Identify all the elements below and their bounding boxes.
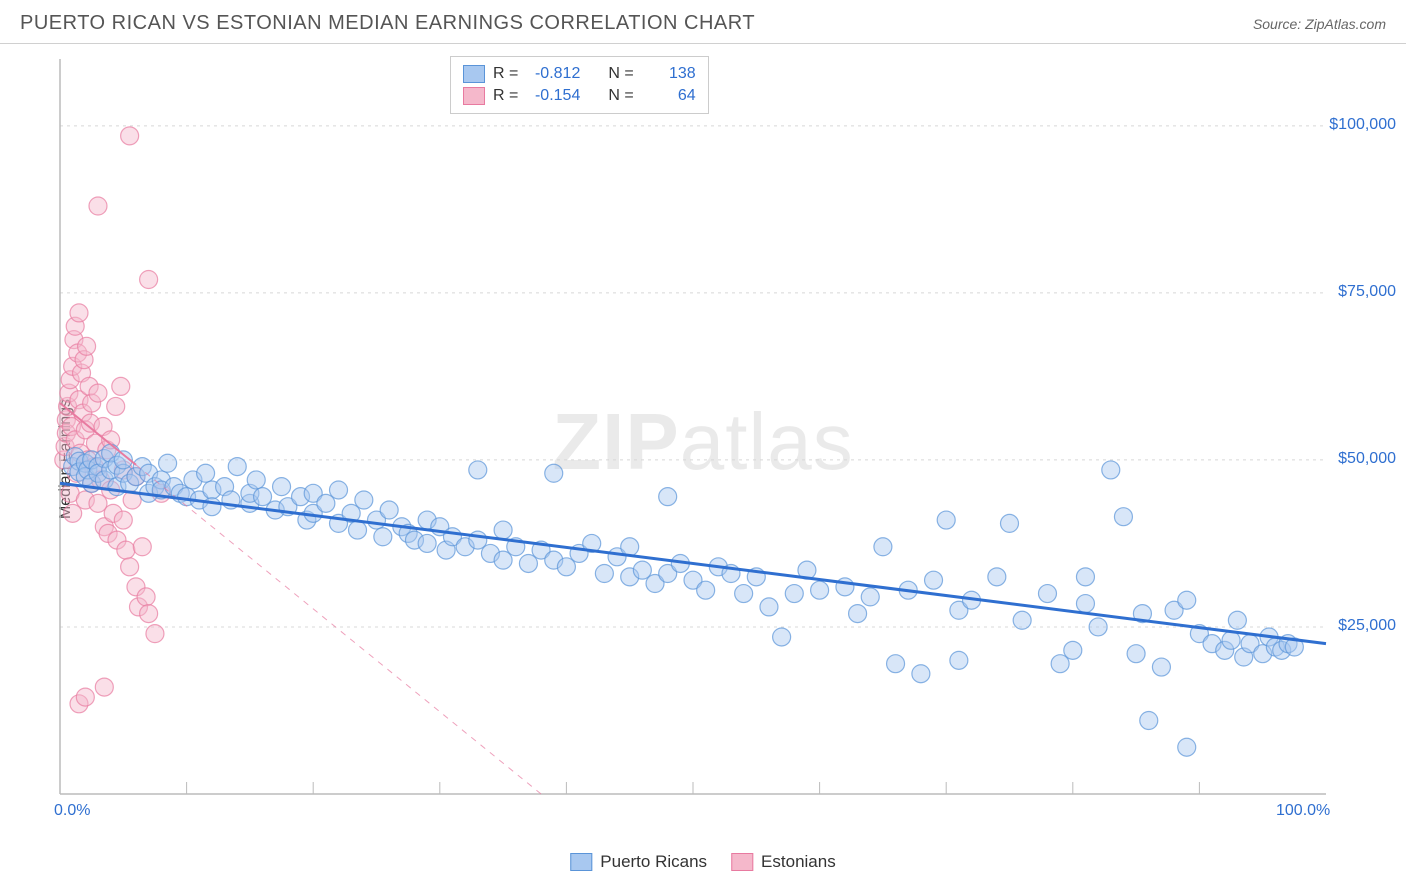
chart-area: Median Earnings ZIPatlas R = -0.812 N = … (0, 44, 1406, 874)
chart-title: PUERTO RICAN VS ESTONIAN MEDIAN EARNINGS… (20, 12, 755, 35)
swatch-series2 (463, 87, 485, 105)
legend-row-1: R = -0.812 N = 138 (463, 63, 696, 85)
chart-header: PUERTO RICAN VS ESTONIAN MEDIAN EARNINGS… (0, 0, 1406, 44)
legend-row-2: R = -0.154 N = 64 (463, 85, 696, 107)
legend-item-1: Puerto Ricans (570, 852, 707, 872)
series-legend: Puerto Ricans Estonians (570, 852, 835, 872)
correlation-legend: R = -0.812 N = 138 R = -0.154 N = 64 (450, 56, 709, 114)
swatch-series1 (463, 65, 485, 83)
swatch-series2-bottom (731, 853, 753, 871)
chart-source: Source: ZipAtlas.com (1253, 16, 1386, 32)
swatch-series1-bottom (570, 853, 592, 871)
scatter-plot (50, 54, 1386, 834)
legend-item-2: Estonians (731, 852, 836, 872)
